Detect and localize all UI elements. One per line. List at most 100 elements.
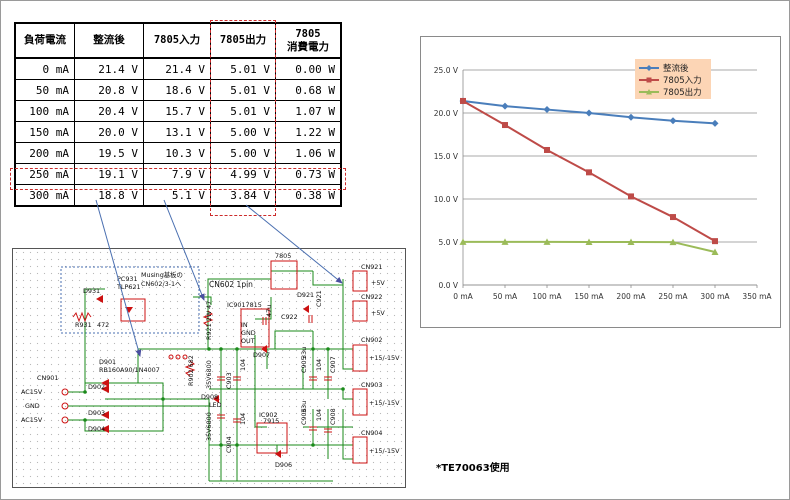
d904-diode: [101, 425, 109, 433]
label-in: IN: [241, 321, 248, 329]
label-out: OUT: [241, 337, 255, 345]
label-r931: R931: [75, 321, 92, 329]
y-tick-label: 15.0 V: [434, 152, 459, 161]
legend-label: 整流後: [663, 63, 689, 74]
label-c908: C908: [329, 408, 337, 425]
table-cell: 5.01 V: [210, 100, 276, 122]
label-musing: Musing基板の: [141, 270, 183, 279]
table-cell: 15.7 V: [143, 100, 211, 122]
optocoupler-pc931: [120, 298, 146, 322]
y-tick-label: 0.0 V: [439, 281, 459, 290]
label-d906: D906: [275, 461, 292, 469]
data-point: [585, 109, 593, 117]
label-d931: D931: [83, 287, 100, 295]
header-7805-power: 7805 消費電力: [275, 22, 342, 59]
regulator-7815: [240, 308, 270, 348]
table-cell: 50 mA: [14, 79, 75, 101]
table-cell: 20.4 V: [74, 100, 144, 122]
table-cell: 21.4 V: [74, 57, 144, 80]
table-cell: 200 mA: [14, 142, 75, 164]
label-rb160: RB160A90/1N4007: [99, 366, 160, 374]
label-d901: D901: [99, 358, 116, 366]
table-cell: 21.4 V: [143, 57, 211, 80]
d903-diode: [101, 411, 109, 419]
table-cell: 0.68 W: [275, 79, 342, 101]
data-point: [502, 122, 508, 129]
voltage-chart: 0.0 V 5.0 V 10.0 V 15.0 V 20.0 V 25.0 V 0 mA 50…: [420, 36, 781, 328]
label-cn904: CN904: [361, 429, 382, 437]
ac-input-terminals: [61, 388, 69, 424]
label-104-d: 104: [315, 409, 323, 421]
label-c905: C905: [300, 356, 308, 373]
label-c906: C906: [300, 408, 308, 425]
regulator-7915: [256, 422, 288, 454]
table-cell: 5.00 V: [210, 121, 276, 143]
label-cn602: CN602 1pin: [209, 280, 253, 289]
label-c921: C921: [315, 290, 323, 307]
junctions: [83, 347, 345, 447]
r921-resistor: [202, 310, 214, 327]
table-cell: 0.00 W: [275, 57, 342, 80]
data-point: [711, 119, 719, 127]
table-row: 50 mA 20.8 V 18.6 V 5.01 V 0.68 W: [14, 79, 342, 101]
data-point: [669, 117, 677, 125]
output-column-highlight: [210, 20, 276, 216]
label-7915: 7915: [263, 417, 279, 425]
y-tick-label: 25.0 V: [434, 66, 459, 75]
data-point: [460, 97, 466, 104]
label-pm15-a: +15/-15V: [369, 354, 400, 362]
x-tick-label: 0 mA: [453, 292, 473, 301]
label-7805: 7805: [275, 252, 291, 260]
y-tick-label: 5.0 V: [439, 238, 459, 247]
legend-label: 7805出力: [663, 87, 702, 98]
data-point: [669, 238, 677, 246]
data-point: [501, 238, 509, 245]
label-r931-value: 472: [97, 321, 109, 329]
cn904-connector: [352, 436, 368, 464]
table-cell: 150 mA: [14, 121, 75, 143]
label-104-b: 104: [239, 413, 247, 425]
table-cell: 18.6 V: [143, 79, 211, 101]
cn921-connector: [352, 270, 368, 292]
label-cn921: CN921: [361, 263, 382, 271]
d921-diode: [303, 305, 309, 313]
table-cell: 10.3 V: [143, 142, 211, 164]
label-musing-cn602: CN602/3-1へ: [141, 280, 182, 288]
data-point: [544, 146, 550, 153]
data-point: [543, 238, 551, 245]
data-point: [543, 106, 551, 114]
resistors: [72, 310, 214, 377]
voltage-chart-svg: 0.0 V 5.0 V 10.0 V 15.0 V 20.0 V 25.0 V 0 mA 50…: [434, 59, 772, 301]
label-cn902: CN902: [361, 336, 382, 344]
label-c922: C922: [281, 313, 298, 321]
label-d904: D904: [88, 425, 105, 433]
data-point: [585, 238, 593, 245]
diodes: [96, 295, 309, 458]
x-tick-label: 300 mA: [700, 292, 730, 301]
label-pm15-b: +15/-15V: [369, 399, 400, 407]
label-cn903: CN903: [361, 381, 382, 389]
legend-label: 7805入力: [663, 75, 702, 86]
label-gnd-pin: GND: [241, 329, 256, 337]
label-d903: D903: [88, 409, 105, 417]
label-c904: C904: [225, 436, 233, 453]
table-cell: 5.00 V: [210, 142, 276, 164]
table-row: 100 mA 20.4 V 15.7 V 5.01 V 1.07 W: [14, 100, 342, 122]
table-cell: 20.8 V: [74, 79, 144, 101]
x-tick-label: 350 mA: [742, 292, 772, 301]
label-33u-b: 33u: [300, 401, 308, 413]
table-cell: 5.01 V: [210, 79, 276, 101]
label-ic902: IC902: [259, 411, 278, 419]
y-tick-label: 10.0 V: [434, 195, 459, 204]
label-33u-a: 33u: [300, 347, 308, 359]
legend-marker: [646, 65, 652, 71]
label-cap-35v6800-a: 35V6800: [205, 360, 213, 389]
capacitors: [217, 315, 332, 433]
label-d921: D921: [297, 291, 314, 299]
x-tick-label: 100 mA: [532, 292, 562, 301]
x-tick-label: 250 mA: [658, 292, 688, 301]
d901-diode: [101, 385, 109, 393]
label-104-a: 104: [239, 359, 247, 371]
table-row: 0 mA 21.4 V 21.4 V 5.01 V 0.00 W: [14, 57, 342, 80]
label-d902: D902: [88, 383, 105, 391]
